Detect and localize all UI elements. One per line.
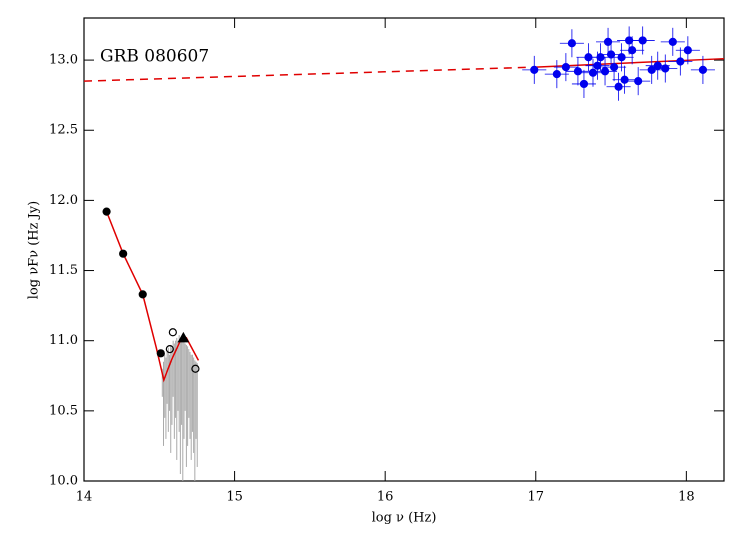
y-tick-label: 11.5 bbox=[49, 263, 78, 278]
point bbox=[661, 64, 670, 73]
x-tick-label: 18 bbox=[678, 490, 695, 505]
y-tick-label: 10.0 bbox=[49, 474, 78, 489]
model-line bbox=[83, 66, 536, 82]
point bbox=[596, 53, 605, 62]
x-tick-label: 16 bbox=[377, 490, 394, 505]
point bbox=[156, 349, 165, 358]
point bbox=[168, 328, 177, 337]
x-tick-label: 14 bbox=[76, 490, 93, 505]
y-tick-label: 13.0 bbox=[49, 53, 78, 68]
point bbox=[617, 53, 626, 62]
model-line bbox=[105, 211, 200, 383]
point bbox=[698, 65, 708, 75]
point bbox=[614, 82, 623, 91]
point bbox=[567, 39, 577, 48]
point bbox=[165, 345, 174, 354]
plot-frame bbox=[83, 17, 725, 482]
point bbox=[552, 70, 561, 79]
y-tick-label: 11.0 bbox=[49, 333, 78, 348]
point bbox=[620, 75, 629, 84]
x-tick-label: 17 bbox=[527, 490, 544, 505]
point bbox=[638, 36, 647, 45]
point bbox=[177, 331, 190, 343]
point bbox=[588, 68, 598, 77]
x-tick-label: 15 bbox=[226, 490, 243, 505]
point bbox=[606, 50, 616, 59]
point bbox=[676, 57, 685, 66]
point bbox=[119, 249, 128, 258]
point bbox=[653, 61, 662, 70]
x-axis-label: log ν (Hz) bbox=[372, 511, 437, 526]
point bbox=[573, 67, 583, 76]
point bbox=[191, 364, 200, 373]
point bbox=[102, 207, 111, 216]
point bbox=[603, 37, 613, 46]
y-tick-label: 12.0 bbox=[49, 193, 78, 208]
point bbox=[634, 77, 643, 86]
y-tick-label: 12.5 bbox=[49, 123, 78, 138]
point bbox=[628, 46, 637, 55]
point bbox=[600, 67, 610, 76]
point bbox=[609, 63, 619, 72]
point bbox=[683, 46, 692, 55]
point bbox=[593, 61, 602, 70]
point bbox=[138, 290, 147, 299]
point bbox=[561, 63, 570, 72]
point bbox=[579, 79, 589, 89]
annotation: GRB 080607 bbox=[100, 47, 209, 67]
y-tick-label: 10.5 bbox=[49, 403, 78, 418]
point bbox=[668, 37, 677, 46]
point bbox=[530, 65, 539, 75]
y-axis-label: log νFν (Hz Jy) bbox=[27, 201, 42, 299]
